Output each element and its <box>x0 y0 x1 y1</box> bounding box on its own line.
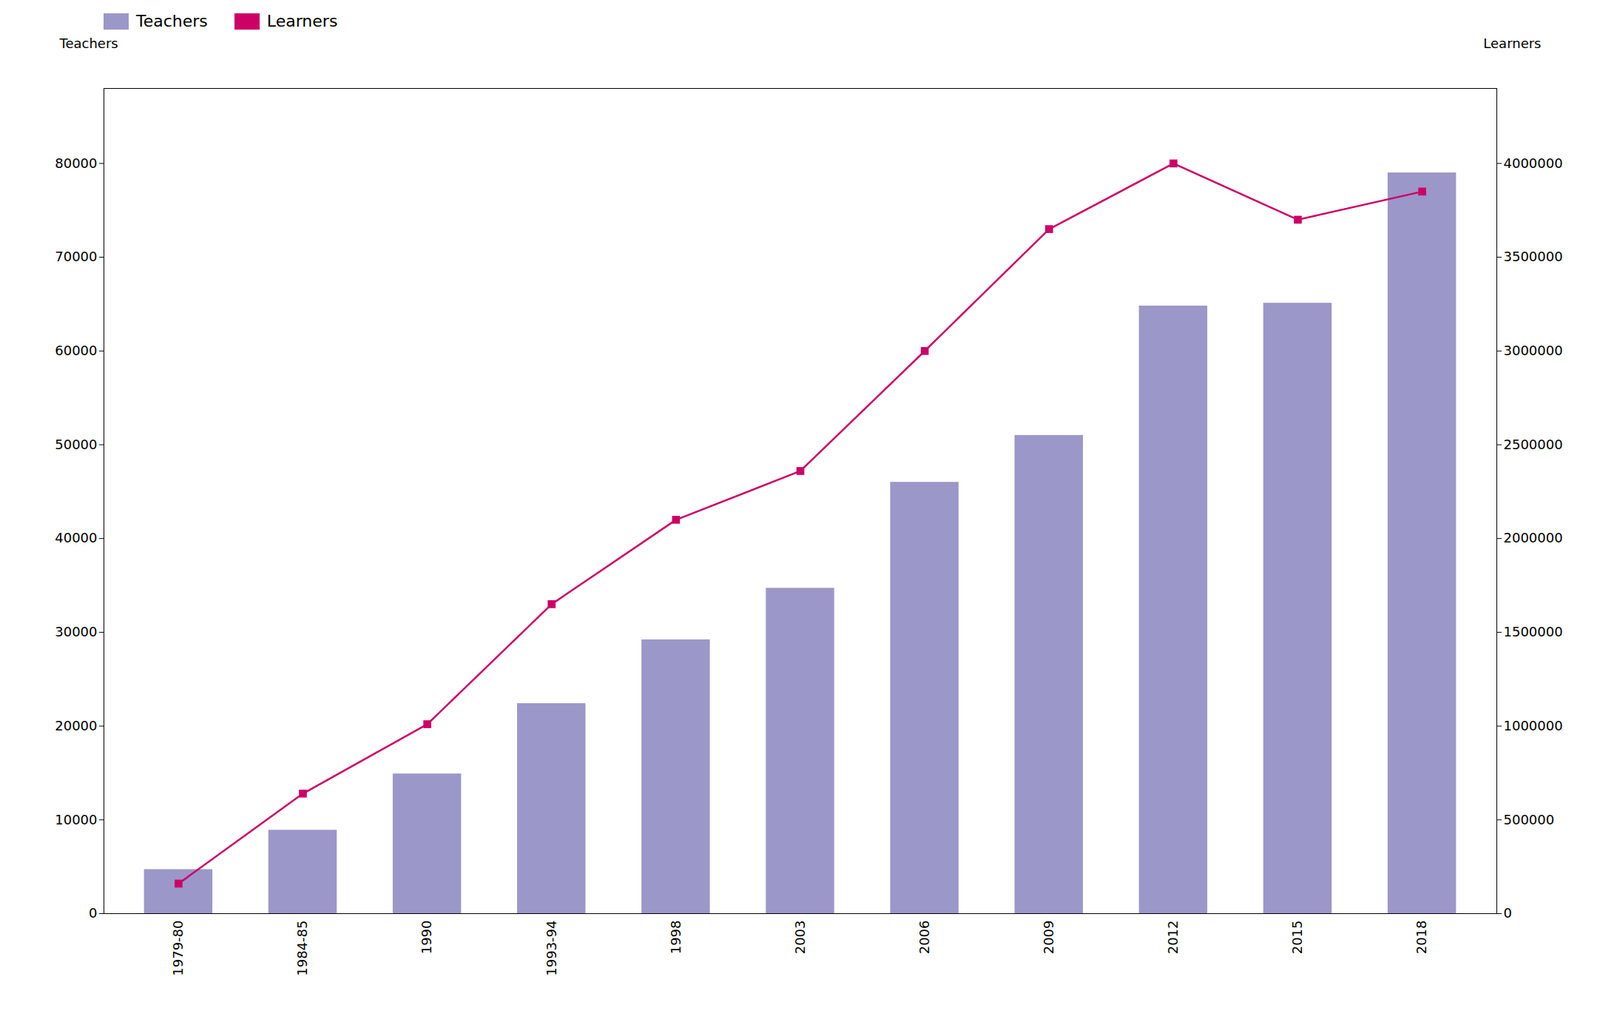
svg-text:0: 0 <box>88 904 97 921</box>
svg-text:30000: 30000 <box>54 623 97 640</box>
svg-text:1000000: 1000000 <box>1503 717 1564 734</box>
svg-text:1993-94: 1993-94 <box>543 920 560 976</box>
svg-text:1500000: 1500000 <box>1503 623 1564 640</box>
svg-text:3500000: 3500000 <box>1503 248 1564 265</box>
svg-text:80000: 80000 <box>54 155 97 171</box>
svg-text:1998: 1998 <box>667 920 684 955</box>
svg-text:Learners: Learners <box>1483 35 1541 52</box>
svg-text:Teachers: Teachers <box>59 35 119 52</box>
svg-text:2015: 2015 <box>1289 920 1305 955</box>
svg-text:500000: 500000 <box>1503 811 1555 827</box>
svg-text:0: 0 <box>1503 904 1512 921</box>
svg-text:2000000: 2000000 <box>1503 529 1564 546</box>
html-text:Teachers: Teachers <box>136 11 208 31</box>
svg-text:40000: 40000 <box>54 529 97 546</box>
svg-text:1984-85: 1984-85 <box>294 920 310 976</box>
svg-text:2500000: 2500000 <box>1503 436 1564 452</box>
html-text:Learners: Learners <box>266 11 338 31</box>
svg-text:3000000: 3000000 <box>1503 342 1564 359</box>
svg-text:1979-80: 1979-80 <box>170 920 186 976</box>
svg-text:70000: 70000 <box>54 248 97 265</box>
svg-text:60000: 60000 <box>54 342 97 359</box>
svg-text:50000: 50000 <box>54 436 97 452</box>
svg-text:2018: 2018 <box>1413 920 1430 955</box>
svg-text:2006: 2006 <box>916 920 933 955</box>
svg-text:10000: 10000 <box>54 811 97 827</box>
svg-text:2012: 2012 <box>1165 920 1181 955</box>
svg-text:2009: 2009 <box>1040 920 1057 955</box>
svg-text:1990: 1990 <box>418 920 435 955</box>
svg-text:4000000: 4000000 <box>1503 155 1564 171</box>
svg-text:2003: 2003 <box>792 920 808 955</box>
svg-text:20000: 20000 <box>54 717 97 734</box>
